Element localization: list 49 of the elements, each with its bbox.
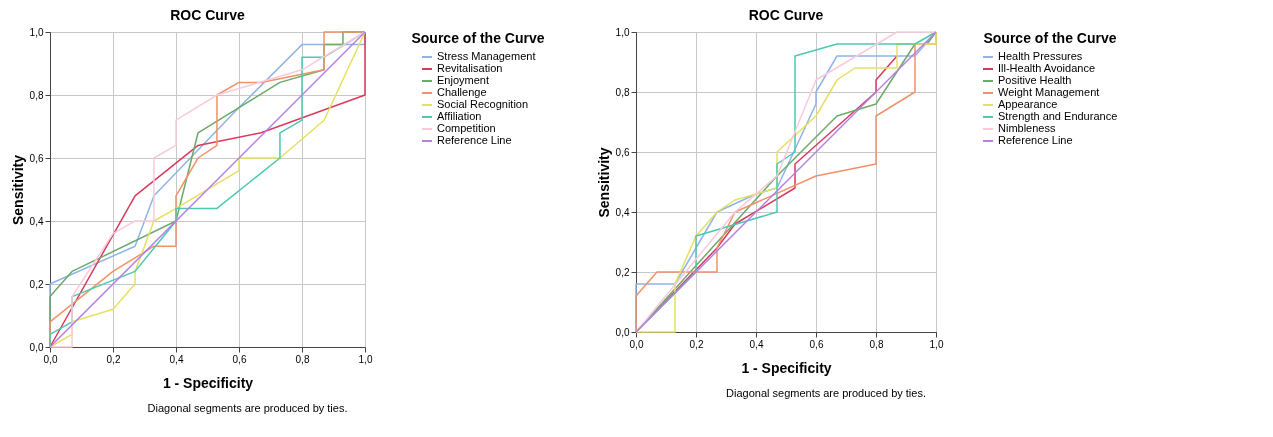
y-tick-label: 0,2: [615, 266, 630, 278]
y-tick-label: 0,0: [615, 326, 630, 338]
legend-label: Challenge: [437, 86, 487, 98]
chart-title: ROC Curve: [748, 7, 824, 23]
y-tick-label: 0,4: [29, 215, 44, 227]
x-tick-label: 0,4: [169, 353, 184, 365]
text: Diagonal segments are produced by ties.: [147, 402, 348, 414]
y-tick-label: 0,2: [29, 278, 44, 290]
legend-title: Source of the Curve: [983, 30, 1117, 46]
legend-label: Affiliation: [437, 110, 482, 122]
y-axis-title: Sensitivity: [9, 154, 26, 226]
x-tick-label: 0,0: [629, 338, 644, 350]
x-tick-label: 0,0: [43, 353, 58, 365]
y-axis-title: Sensitivity: [595, 147, 612, 218]
x-tick-label: 0,8: [869, 338, 884, 350]
legend-label: Health Pressures: [998, 50, 1083, 62]
y-tick-label: 1,0: [615, 26, 630, 38]
legend-label: Stress Management: [437, 50, 536, 62]
legend-label: Appearance: [998, 98, 1058, 110]
legend-label: Weight Management: [998, 86, 1100, 98]
legend-label: Revitalisation: [437, 62, 503, 74]
legend-label: Enjoyment: [437, 74, 489, 86]
legend-label: Reference Line: [998, 134, 1073, 146]
chart-title: ROC Curve: [170, 7, 246, 23]
legend-label: Reference Line: [437, 134, 512, 146]
y-tick-label: 0,8: [29, 89, 44, 101]
legend-label: Positive Health: [998, 74, 1072, 86]
x-tick-label: 0,6: [809, 338, 824, 350]
x-tick-label: 0,6: [232, 353, 247, 365]
legend-label: Nimbleness: [998, 122, 1056, 134]
legend-label: Strength and Endurance: [998, 110, 1118, 122]
x-axis-title: 1 - Specificity: [741, 359, 832, 376]
y-tick-label: 0,8: [615, 86, 630, 98]
legend-label: Competition: [437, 122, 496, 134]
y-tick-label: 0,6: [29, 152, 44, 164]
x-tick-label: 1,0: [358, 353, 373, 365]
x-axis-title: 1 - Specificity: [162, 374, 254, 391]
legend-label: Social Recognition: [437, 98, 529, 110]
x-tick-label: 0,2: [106, 353, 121, 365]
legend-label: Ill-Health Avoidance: [998, 62, 1096, 74]
x-tick-label: 0,8: [295, 353, 310, 365]
x-tick-label: 0,2: [689, 338, 704, 350]
y-tick-label: 0,6: [615, 146, 630, 158]
legend-title: Source of the Curve: [411, 30, 545, 46]
x-tick-label: 1,0: [929, 338, 944, 350]
y-tick-label: 0,4: [615, 206, 630, 218]
x-tick-label: 0,4: [749, 338, 764, 350]
y-tick-label: 1,0: [29, 26, 44, 38]
text: Diagonal segments are produced by ties.: [726, 387, 926, 399]
